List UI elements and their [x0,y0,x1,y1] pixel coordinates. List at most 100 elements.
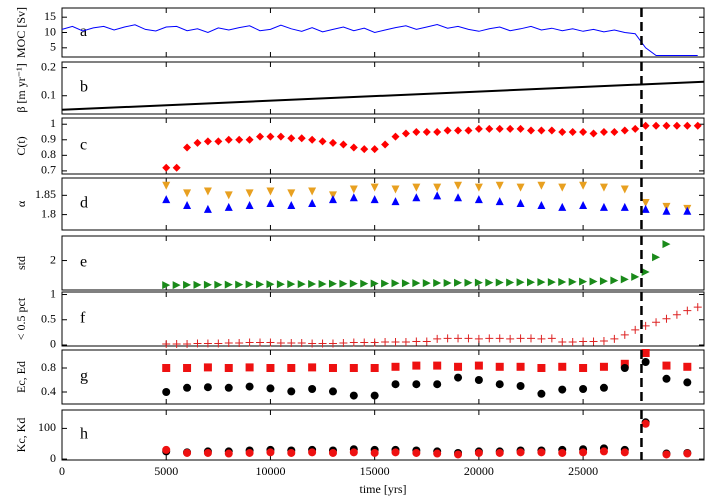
point [537,448,546,457]
point [297,134,306,143]
y-tick-label: 5 [50,40,56,54]
y-tick-label: 0 [50,451,56,465]
point [579,277,588,286]
y-tick-label: 100 [38,420,56,434]
point [256,132,265,141]
point [245,189,254,198]
point [631,124,640,133]
y-axis-label: std [14,256,28,270]
point [620,202,629,211]
point [433,183,442,192]
panel-letter: a [80,23,87,40]
point [349,185,358,194]
point [245,280,254,289]
point [422,279,431,288]
point [245,382,254,391]
y-tick-label: 0.8 [41,147,56,161]
point [652,253,661,262]
point [433,128,442,136]
point [495,124,504,133]
point [391,132,400,141]
point [495,362,504,371]
y-tick-label: 10 [44,24,56,38]
point [579,385,588,393]
panel-frame [61,61,705,115]
point [235,338,244,347]
point [318,279,327,288]
point [464,334,473,343]
y-tick-label: 1 [50,116,56,130]
point [589,337,598,346]
point [412,361,421,370]
point [412,128,421,136]
point [693,121,702,130]
point [203,280,212,289]
point [433,449,442,458]
point [516,382,525,390]
point [620,448,629,457]
point [203,137,212,146]
point [683,206,692,215]
point [412,183,421,192]
point [599,336,608,345]
point [662,121,671,130]
series-line [61,23,698,56]
point [454,181,463,190]
point [454,126,463,135]
point [391,448,400,457]
point [537,334,546,343]
point [641,199,650,208]
point [412,337,421,346]
point [433,191,442,200]
point [672,310,681,319]
point [652,121,661,130]
y-tick-label: 1 [50,286,56,300]
point [620,330,629,339]
point [183,383,192,392]
point [183,339,192,348]
panel-frame [61,235,705,291]
point [683,378,692,387]
point [443,126,452,135]
point [193,280,202,289]
point [547,126,556,135]
point [328,279,337,288]
point [474,278,483,287]
point [474,448,483,457]
point [370,391,379,400]
point [526,126,535,135]
point [266,280,275,289]
point [599,202,608,211]
point [568,277,577,286]
panel-frame [61,177,705,231]
point [558,183,567,192]
panel-letter: f [80,310,86,327]
y-axis-label: α [14,200,28,207]
point [339,338,348,347]
point [183,200,192,209]
point [579,128,588,136]
point [579,448,588,457]
point [391,380,400,389]
point [328,448,337,457]
point [172,281,181,290]
point [183,143,192,152]
point [370,279,379,288]
point [328,364,337,372]
point [381,337,390,346]
point [620,185,629,194]
point [579,364,588,372]
point [276,280,285,289]
point [516,183,525,192]
y-tick-label: 0 [50,337,56,351]
point [641,349,650,357]
point [349,193,358,202]
point [245,448,254,457]
point [537,389,546,398]
y-tick-label: 0.4 [41,384,56,398]
point [162,364,171,372]
point [287,280,296,289]
point [224,449,233,458]
point [422,128,431,136]
panel-letter: b [80,79,88,96]
